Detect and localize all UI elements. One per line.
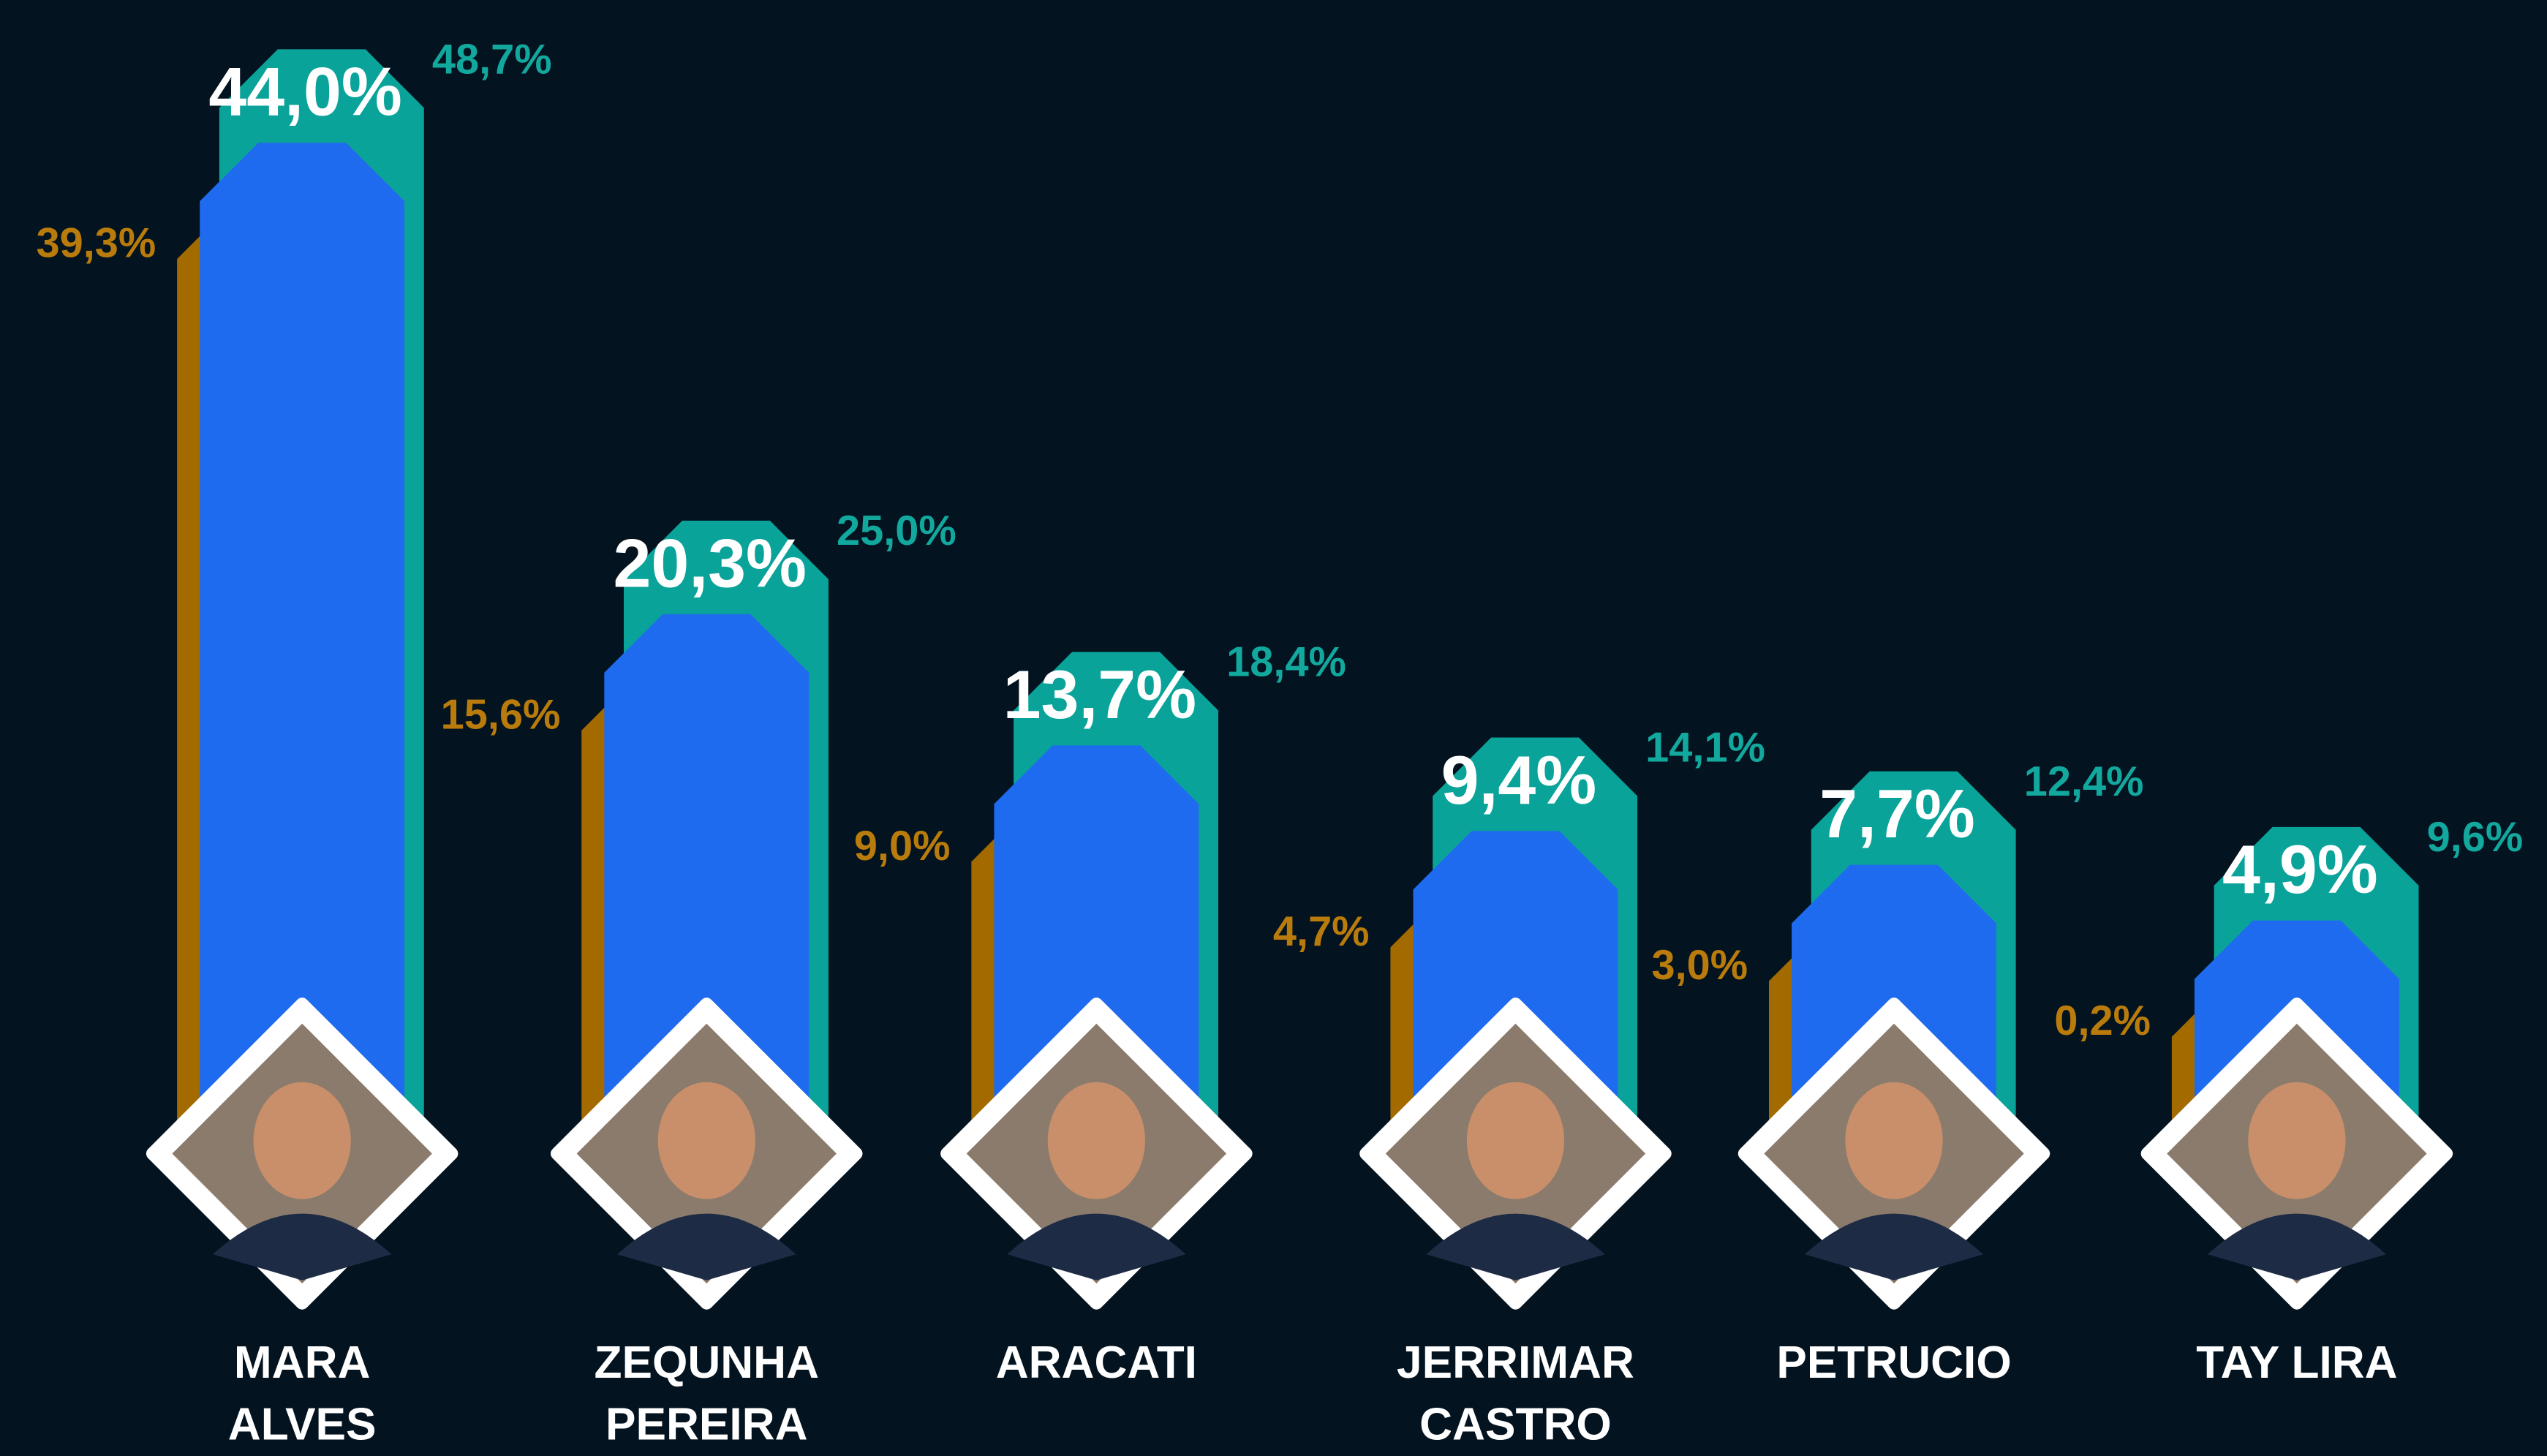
photo-head — [1466, 1082, 1565, 1199]
value-label: 4,9% — [2222, 831, 2378, 908]
category-label: MARA ALVES — [227, 1337, 377, 1449]
photo-body — [1426, 1213, 1605, 1280]
category-label: JERRIMAR CASTRO — [1397, 1337, 1634, 1449]
value-label: 48,7% — [432, 36, 552, 83]
name-box: JERRIMAR CASTRO — [1397, 1337, 1634, 1449]
value-label: 44,0% — [208, 54, 402, 130]
category-label: ARACATI — [995, 1337, 1197, 1388]
value-label: 9,0% — [854, 823, 951, 870]
value-label: 13,7% — [1003, 657, 1197, 733]
value-label: 0,2% — [2054, 997, 2151, 1044]
value-label: 12,4% — [2024, 758, 2144, 805]
category-label: PETRUCIO — [1776, 1337, 2012, 1388]
photo-head — [1845, 1082, 1943, 1199]
value-label: 3,0% — [1651, 942, 1748, 989]
category-label: ZEQUNHA PEREIRA — [594, 1337, 820, 1449]
value-label: 25,0% — [837, 508, 956, 554]
name-box: ZEQUNHA PEREIRA — [594, 1337, 820, 1449]
bar — [994, 745, 1199, 1138]
value-label: 4,7% — [1273, 908, 1370, 955]
photo-head — [2248, 1082, 2346, 1199]
category-label: TAY LIRA — [2196, 1337, 2398, 1388]
value-label: 39,3% — [36, 220, 156, 267]
name-box: MARA ALVES — [227, 1337, 377, 1449]
photo-body — [1804, 1213, 1984, 1280]
value-label: 7,7% — [1819, 776, 1975, 852]
value-label: 9,6% — [2427, 814, 2524, 861]
bar — [604, 614, 810, 1138]
value-label: 9,4% — [1441, 742, 1597, 818]
bar — [200, 143, 405, 1138]
photo-head — [1047, 1082, 1146, 1199]
value-label: 14,1% — [1645, 725, 1765, 772]
value-label: 15,6% — [441, 691, 561, 738]
photo-head — [253, 1082, 351, 1199]
photo-body — [617, 1213, 796, 1280]
value-label: 20,3% — [613, 525, 806, 601]
photo-body — [1007, 1213, 1186, 1280]
photo-head — [657, 1082, 755, 1199]
name-box: TAY LIRA — [2196, 1337, 2398, 1388]
name-box: PETRUCIO — [1776, 1337, 2012, 1388]
name-box: ARACATI — [995, 1337, 1197, 1388]
photo-body — [212, 1213, 392, 1280]
photo-body — [2207, 1213, 2387, 1280]
value-label: 18,4% — [1226, 639, 1346, 686]
